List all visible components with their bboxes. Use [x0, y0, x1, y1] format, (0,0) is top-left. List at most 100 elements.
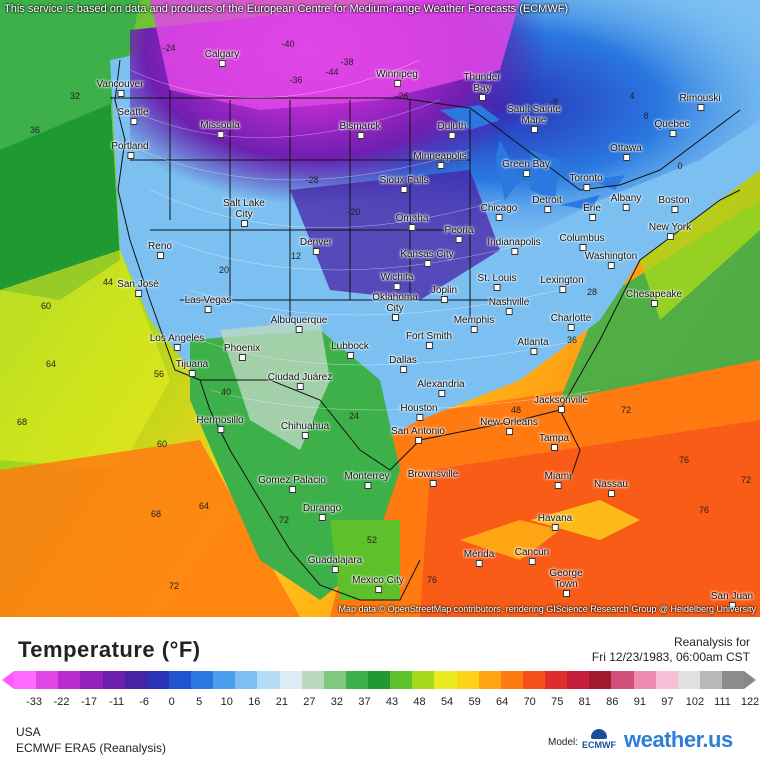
- temperature-value: 24: [348, 411, 360, 421]
- city-label: Albuquerque: [270, 315, 328, 333]
- scale-tick-label: 54: [440, 696, 454, 708]
- temperature-value: 76: [678, 455, 690, 465]
- city-label: Bismarck: [339, 121, 381, 139]
- city-label: Atlanta: [517, 337, 549, 355]
- temperature-value: 76: [698, 505, 710, 515]
- scale-tick-label: 27: [303, 696, 316, 708]
- temperature-value: 60: [40, 301, 52, 311]
- city-label: Lexington: [540, 275, 584, 293]
- color-swatch: [36, 671, 59, 689]
- color-swatch: [677, 671, 700, 689]
- city-label: Cancún: [514, 547, 550, 565]
- city-label: Seattle: [117, 107, 149, 125]
- temperature-value: 68: [16, 417, 28, 427]
- city-label: Vancouver: [96, 79, 144, 97]
- valid-time: Fri 12/23/1983, 06:00am CST: [591, 650, 750, 664]
- city-label: Peoria: [444, 225, 474, 243]
- color-swatch: [368, 671, 391, 689]
- scale-tick-label: 59: [468, 696, 481, 708]
- city-label: Guadalajara: [307, 555, 363, 573]
- city-label: Nassau: [594, 479, 628, 497]
- city-label: Denver: [299, 237, 333, 255]
- map-attribution: Map data © OpenStreetMap contributors, r…: [338, 604, 756, 614]
- color-scale-ticks: -33 -22 -17 -11 -6 0 5 10 16 21 27 32 37 43 48 54 59 64 70…: [0, 696, 760, 710]
- temperature-value: -28: [305, 175, 319, 185]
- color-swatch: [589, 671, 612, 689]
- city-label: Mérida: [463, 549, 495, 567]
- city-label: New York: [648, 222, 692, 240]
- city-label: Quebec: [654, 119, 690, 137]
- city-label: Calgary: [204, 49, 240, 67]
- temperature-value: 68: [150, 509, 162, 519]
- scale-tick-label: 43: [385, 696, 399, 708]
- scale-tick-label: 5: [196, 696, 203, 708]
- temperature-value: 36: [29, 125, 41, 135]
- temperature-value: 60: [156, 439, 168, 449]
- color-swatch: [500, 671, 523, 689]
- city-label: Kansas City: [400, 249, 454, 267]
- city-label: San José: [117, 279, 159, 297]
- temperature-value: 40: [220, 387, 232, 397]
- city-label: Winnipeg: [376, 69, 418, 87]
- city-label: Charlotte: [550, 313, 592, 331]
- city-label: Detroit: [532, 195, 562, 213]
- color-swatch: [522, 671, 545, 689]
- data-source-note: This service is based on data and produc…: [4, 3, 569, 15]
- temperature-value: 72: [740, 475, 752, 485]
- city-label: Sioux Falls: [379, 175, 429, 193]
- color-swatch: [323, 671, 346, 689]
- scale-tick-label: -17: [81, 696, 98, 708]
- city-label: St. Louis: [477, 273, 517, 291]
- color-swatch: [257, 671, 280, 689]
- temperature-value: -36: [289, 75, 303, 85]
- city-label: Jacksonville: [534, 395, 588, 413]
- city-label: Sault Sainte Marie: [499, 104, 569, 133]
- reanalysis-label: Reanalysis for: [673, 635, 750, 649]
- scale-tick-label: 70: [523, 696, 536, 708]
- color-swatch: [567, 671, 590, 689]
- color-swatch: [545, 671, 568, 689]
- color-swatch: [611, 671, 634, 689]
- city-label: Dallas: [389, 355, 417, 373]
- weather-us-logo[interactable]: weather.us: [624, 727, 733, 752]
- city-label: Brownsville: [407, 469, 459, 487]
- city-label: Boston: [658, 195, 690, 213]
- city-label: Joplin: [430, 285, 458, 303]
- temperature-value: -40: [281, 39, 295, 49]
- city-label: New Orleans: [480, 417, 538, 435]
- temperature-value: 44: [102, 277, 114, 287]
- color-swatch: [456, 671, 479, 689]
- city-label: Missoula: [200, 120, 240, 138]
- legend-panel: Temperature (°F) Reanalysis for Fri 12/2…: [0, 617, 760, 760]
- temperature-value: -8: [549, 97, 559, 107]
- scale-tick-label: 111: [714, 696, 731, 708]
- valid-time-block: Reanalysis for Fri 12/23/1983, 06:00am C…: [592, 635, 750, 665]
- city-label: Tampa: [538, 433, 570, 451]
- scale-tick-label: 16: [248, 696, 261, 708]
- color-swatch: [80, 671, 103, 689]
- city-label: George Town: [541, 568, 591, 597]
- scale-tick-label: 37: [358, 696, 371, 708]
- temperature-value: 32: [69, 91, 81, 101]
- color-swatch: [124, 671, 147, 689]
- city-label: Gomez Palacio: [258, 475, 326, 493]
- city-label: Minneapolis: [413, 151, 467, 169]
- scale-tick-label: 97: [661, 696, 674, 708]
- color-swatch: [722, 671, 745, 689]
- city-label: Chesapeake: [625, 289, 683, 307]
- city-label: Hermosillo: [196, 415, 244, 433]
- city-label: Tijuana: [175, 359, 209, 377]
- color-swatch: [633, 671, 656, 689]
- color-swatch: [478, 671, 501, 689]
- temperature-value: 28: [586, 287, 598, 297]
- region-label: USA: [16, 725, 41, 739]
- city-label: Havana: [537, 513, 573, 531]
- temperature-map[interactable]: This service is based on data and produc…: [0, 0, 760, 617]
- temperature-value: 12: [290, 251, 302, 261]
- scale-tick-label: -33: [26, 696, 42, 708]
- city-label: Memphis: [453, 315, 495, 333]
- city-label: Erie: [583, 203, 601, 221]
- color-swatch: [168, 671, 191, 689]
- temperature-value: 52: [366, 535, 378, 545]
- city-label: Las Vegas: [184, 295, 232, 313]
